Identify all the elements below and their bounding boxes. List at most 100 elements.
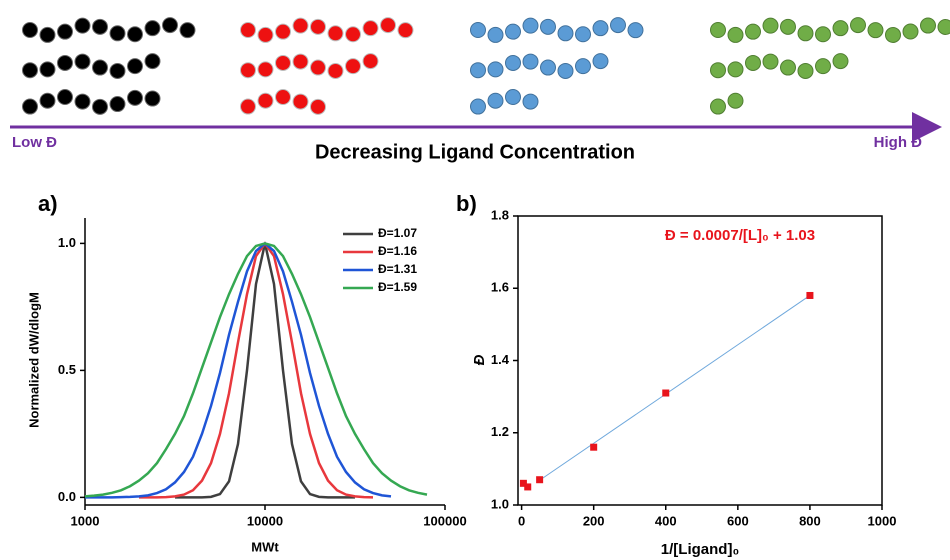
- bead: [109, 25, 126, 42]
- point: [524, 483, 532, 491]
- bead: [39, 92, 56, 109]
- bead: [39, 61, 56, 78]
- bead: [557, 25, 574, 42]
- y-tick-label: 1.6: [491, 280, 509, 295]
- panel-label: a): [38, 191, 58, 216]
- bead: [727, 61, 744, 78]
- bead: [610, 17, 626, 34]
- bead: [505, 23, 521, 40]
- bead: [240, 98, 256, 115]
- bead: [575, 26, 591, 43]
- bead: [727, 26, 744, 43]
- annotation: Đ = 0.0007/[L]₀ + 1.03: [665, 227, 815, 244]
- bead: [592, 20, 609, 37]
- bead: [867, 22, 884, 39]
- bead: [815, 58, 831, 75]
- bead: [522, 17, 539, 34]
- bead: [522, 93, 539, 110]
- bead: [310, 18, 326, 35]
- plot-frame: [517, 215, 883, 506]
- bead: [832, 20, 849, 37]
- bead: [144, 20, 161, 37]
- x-tick-label: 10000: [247, 513, 283, 528]
- point: [536, 476, 544, 484]
- bead: [240, 62, 256, 79]
- bead: [109, 62, 126, 79]
- bead: [275, 54, 291, 71]
- x-tick-label: 200: [583, 513, 605, 528]
- x-axis-label: MWt: [251, 539, 279, 554]
- bead: [292, 53, 309, 70]
- panel-label: b): [456, 191, 477, 216]
- bead: [292, 93, 309, 110]
- bead: [257, 61, 274, 78]
- bead: [57, 23, 73, 40]
- bead: [57, 54, 73, 71]
- point: [662, 389, 670, 397]
- data-line: [85, 241, 392, 499]
- x-tick-label: 0: [518, 513, 525, 528]
- bead: [762, 17, 779, 34]
- bead: [310, 98, 326, 115]
- y-tick-label: 1.0: [58, 235, 76, 250]
- bead: [745, 54, 761, 71]
- high-label: High Đ: [874, 134, 922, 151]
- bead: [74, 53, 91, 70]
- x-axis-label: 1/[Ligand]₀: [661, 541, 739, 558]
- y-tick-label: 1.0: [491, 496, 509, 511]
- bead: [22, 98, 38, 115]
- bead: [92, 18, 108, 35]
- bead: [557, 62, 574, 79]
- bead: [710, 22, 726, 38]
- bead: [710, 62, 726, 79]
- bead: [275, 23, 291, 40]
- bead: [815, 26, 831, 43]
- bead: [127, 89, 143, 106]
- y-tick-label: 1.2: [491, 424, 509, 439]
- bead: [727, 92, 744, 109]
- y-tick-label: 0.5: [58, 362, 76, 377]
- bead: [327, 25, 344, 42]
- bead: [470, 62, 486, 79]
- bead: [179, 22, 196, 39]
- bead: [540, 18, 556, 35]
- bead: [257, 92, 274, 109]
- bead: [505, 54, 521, 71]
- bead: [832, 53, 849, 70]
- bead: [745, 23, 761, 40]
- bead: [292, 17, 309, 34]
- bead: [575, 58, 591, 75]
- bead: [540, 59, 556, 76]
- y-tick-label: 0.0: [58, 489, 76, 504]
- bead: [627, 22, 644, 39]
- bead: [505, 89, 521, 106]
- bead: [762, 53, 779, 70]
- point: [519, 479, 527, 487]
- bead: [487, 61, 504, 78]
- bead: [240, 22, 256, 38]
- y-tick-label: 1.8: [491, 207, 509, 222]
- bead: [39, 26, 56, 43]
- legend-label: Đ=1.16: [378, 244, 417, 258]
- data-line: [84, 242, 428, 498]
- bead: [710, 98, 726, 115]
- bead: [885, 26, 901, 43]
- bead: [327, 62, 344, 79]
- y-axis-label: Normalized dW/dlogM: [26, 292, 41, 428]
- bead: [57, 89, 73, 106]
- bead: [920, 17, 936, 34]
- bead: [144, 53, 161, 70]
- bead: [127, 58, 143, 75]
- legend-label: Đ=1.59: [378, 280, 417, 294]
- bead: [397, 22, 414, 39]
- bead: [22, 62, 38, 79]
- legend-label: Đ=1.31: [378, 262, 417, 276]
- bead: [109, 96, 126, 113]
- x-tick-label: 400: [655, 513, 677, 528]
- x-tick-label: 800: [799, 513, 821, 528]
- y-axis-label: Đ: [471, 354, 488, 365]
- y-tick-label: 1.4: [491, 352, 510, 367]
- x-tick-label: 1000: [71, 513, 100, 528]
